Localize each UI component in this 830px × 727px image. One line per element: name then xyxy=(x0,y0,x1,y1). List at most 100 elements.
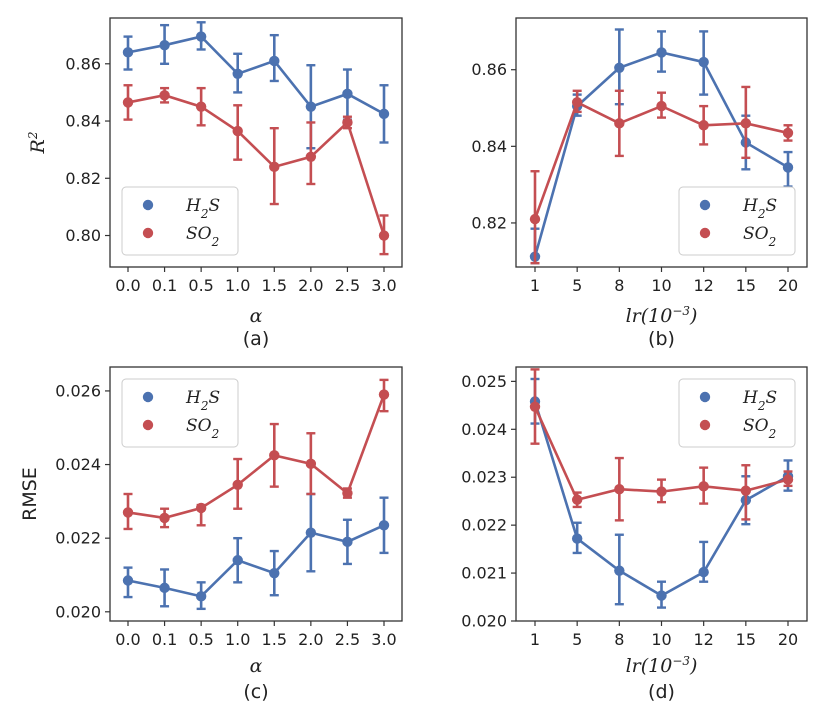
legend-box xyxy=(121,186,239,256)
series-SO2 xyxy=(529,368,794,522)
data-point xyxy=(122,97,134,108)
data-point xyxy=(782,474,794,485)
data-point xyxy=(122,507,134,518)
legend-marker xyxy=(699,391,711,403)
y-tick-label: 0.86 xyxy=(471,60,507,79)
x-tick-label: 1 xyxy=(530,276,540,295)
legend-marker xyxy=(142,199,154,211)
data-point xyxy=(122,47,134,58)
data-point xyxy=(305,458,317,470)
x-tick-label: 10 xyxy=(651,630,671,649)
y-tick-label: 0.026 xyxy=(55,381,101,400)
x-tick-label: 2.5 xyxy=(335,276,360,295)
legend-box xyxy=(121,378,239,448)
x-tick-label: 12 xyxy=(693,630,713,649)
data-point xyxy=(159,582,170,594)
data-point xyxy=(232,555,243,566)
x-tick-label: 0.1 xyxy=(152,630,177,649)
data-point xyxy=(656,47,667,58)
legend-marker xyxy=(699,199,711,211)
series-SO2 xyxy=(529,85,794,265)
data-point xyxy=(195,101,207,112)
data-point xyxy=(305,101,317,112)
series-H2S xyxy=(122,492,390,611)
y-tick-label: 0.023 xyxy=(461,468,507,487)
data-point xyxy=(571,97,583,108)
data-point xyxy=(614,118,625,129)
data-point xyxy=(529,401,541,412)
legend-label: SO2 xyxy=(186,416,219,441)
x-tick-label: 1.5 xyxy=(262,630,287,649)
data-point xyxy=(269,567,280,579)
x-tick-label: 3.0 xyxy=(371,276,396,295)
data-point xyxy=(269,450,280,461)
legend-label: H2S xyxy=(742,196,777,221)
data-point xyxy=(656,590,667,601)
legend-marker xyxy=(142,391,154,403)
legend-label: SO2 xyxy=(743,224,776,249)
y-tick-label: 0.84 xyxy=(65,112,101,131)
x-tick-label: 0.0 xyxy=(115,630,140,649)
x-tick-label: 2.0 xyxy=(298,276,323,295)
x-tick-label: 20 xyxy=(778,276,798,295)
legend-box xyxy=(678,378,796,448)
y-tick-label: 0.022 xyxy=(461,516,507,535)
data-point xyxy=(529,213,541,225)
x-tick-label: 5 xyxy=(572,276,582,295)
data-point xyxy=(656,486,667,497)
y-tick-label: 0.82 xyxy=(65,169,101,188)
data-point xyxy=(378,389,390,400)
series-line xyxy=(127,394,386,520)
plot-frame xyxy=(109,17,403,268)
y-tick-label: 0.025 xyxy=(461,372,507,391)
panel-caption: (b) xyxy=(648,328,675,350)
data-point xyxy=(269,55,280,67)
y-tick-label: 0.84 xyxy=(471,137,507,156)
data-point xyxy=(698,56,709,68)
x-tick-label: 12 xyxy=(693,276,713,295)
y-tick-label: 0.86 xyxy=(65,54,101,73)
data-point xyxy=(614,565,625,576)
data-point xyxy=(698,481,709,492)
y-tick-label: 0.022 xyxy=(55,529,101,548)
panel-caption: (c) xyxy=(243,681,268,703)
data-point xyxy=(698,120,709,131)
panel-c: 0.020 0.022 0.024 0.026 0.0 0.1 0.5 1.0 1.5 2.0 2.… xyxy=(19,366,403,703)
x-tick-label: 5 xyxy=(572,630,582,649)
y-tick-label: 0.024 xyxy=(461,420,507,439)
data-point xyxy=(195,502,207,514)
y-tick-label: 0.020 xyxy=(461,612,507,631)
data-point xyxy=(159,90,170,101)
data-point xyxy=(782,127,794,139)
x-axis-label: lr(10−3) xyxy=(626,304,698,327)
data-point xyxy=(342,488,353,499)
x-tick-label: 1 xyxy=(530,630,540,649)
data-point xyxy=(782,162,794,173)
data-point xyxy=(378,520,390,531)
x-tick-label: 10 xyxy=(651,276,671,295)
y-axis-label: R2 xyxy=(26,132,49,155)
x-axis-label: lr(10−3) xyxy=(626,654,698,677)
legend-label: H2S xyxy=(185,196,220,221)
y-tick-label: 0.021 xyxy=(461,564,507,583)
x-tick-label: 15 xyxy=(736,630,756,649)
legend-marker xyxy=(142,227,154,239)
y-tick-label: 0.80 xyxy=(65,226,101,245)
series-line xyxy=(127,35,385,116)
x-axis-label: α xyxy=(250,655,263,677)
data-point xyxy=(656,100,667,112)
x-tick-label: 20 xyxy=(778,630,798,649)
data-point xyxy=(342,88,353,100)
data-point xyxy=(159,512,170,524)
series-line xyxy=(127,524,385,598)
data-point xyxy=(698,566,709,578)
panel-a: 0.80 0.82 0.84 0.86 0.0 0.1 0.5 1.0 1.5 2.0 2.5 3.0… xyxy=(26,17,403,350)
x-tick-label: 8 xyxy=(614,630,624,649)
y-tick-label: 0.82 xyxy=(471,213,507,232)
x-tick-label: 0.0 xyxy=(115,276,140,295)
